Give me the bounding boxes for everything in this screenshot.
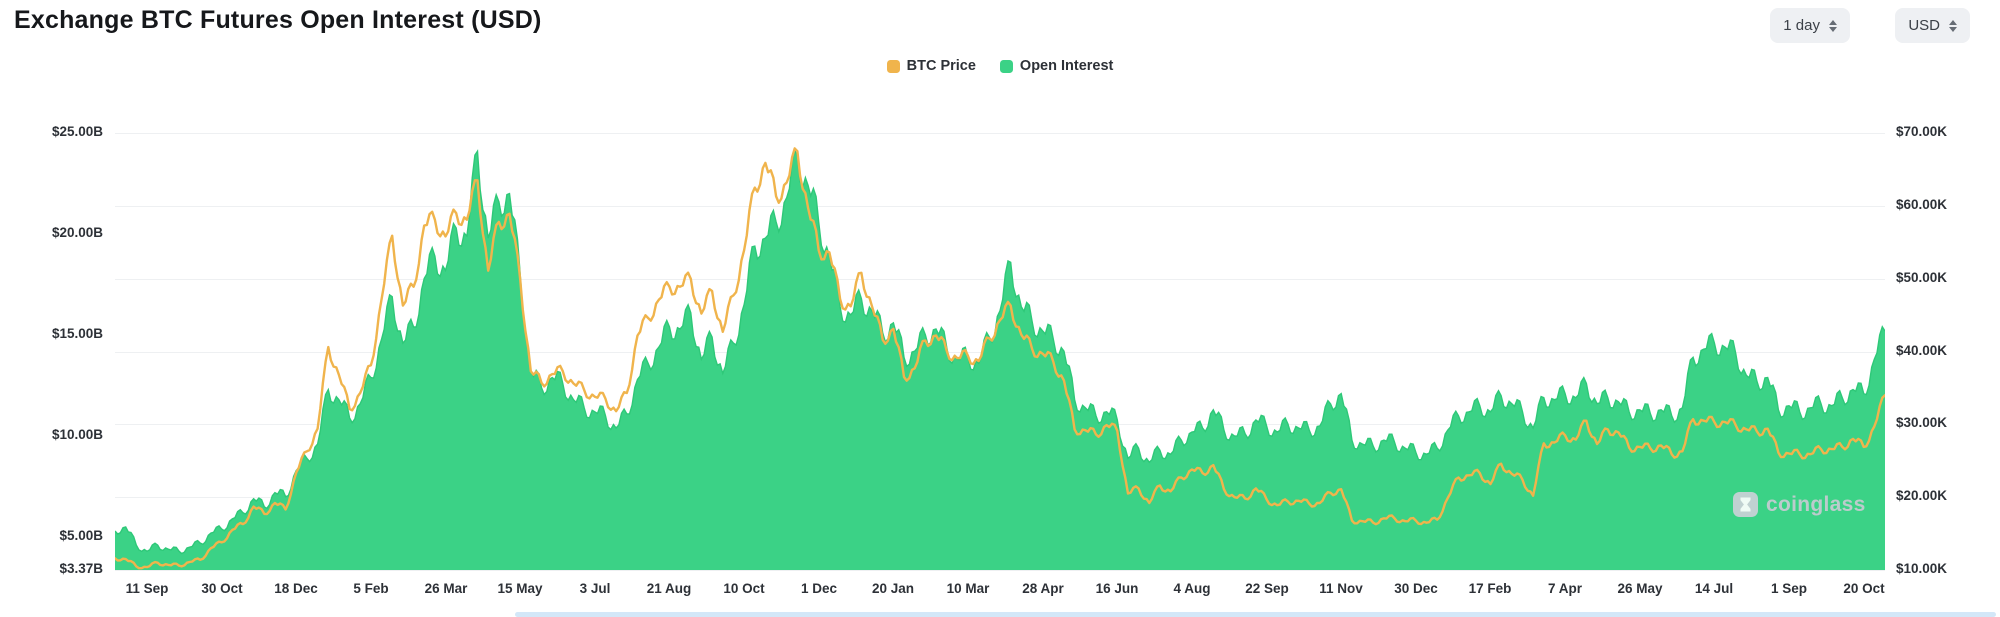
gridline <box>115 570 1885 571</box>
x-axis-tick-label: 3 Jul <box>579 581 611 596</box>
gridline <box>115 206 1885 207</box>
x-axis-tick-label: 5 Feb <box>353 581 389 596</box>
x-axis-tick-label: 17 Feb <box>1468 581 1512 596</box>
gridline <box>115 133 1885 134</box>
interval-dropdown-label: 1 day <box>1783 17 1820 34</box>
right-axis-tick-label: $30.00K <box>1896 415 1948 430</box>
currency-dropdown-label: USD <box>1908 17 1940 34</box>
open-interest-area <box>115 149 1885 570</box>
coinglass-logo-icon <box>1733 492 1758 517</box>
x-axis-tick-label: 7 Apr <box>1547 581 1583 596</box>
timeline-scrollbar[interactable] <box>515 612 1996 617</box>
x-axis-tick-label: 22 Sep <box>1245 581 1289 596</box>
page-title: Exchange BTC Futures Open Interest (USD) <box>14 6 542 34</box>
right-axis-tick-label: $10.00K <box>1896 561 1948 576</box>
left-axis-tick-label: $10.00B <box>51 427 103 442</box>
left-axis-tick-label: $3.37B <box>59 561 103 576</box>
x-axis-tick-label: 21 Aug <box>646 581 692 596</box>
x-axis-tick-label: 10 Mar <box>946 581 990 596</box>
x-axis-tick-label: 28 Apr <box>1022 581 1064 596</box>
chart-plot-area[interactable] <box>113 100 1887 575</box>
x-axis-tick-label: 1 Dec <box>800 581 838 596</box>
x-axis-tick-label: 11 Sep <box>125 581 169 596</box>
x-axis-tick-label: 18 Dec <box>274 581 318 596</box>
legend-label-btc-price: BTC Price <box>906 58 976 74</box>
x-axis-tick-label: 20 Oct <box>1843 581 1885 596</box>
updown-arrows-icon <box>1829 19 1837 32</box>
watermark-text: coinglass <box>1766 492 1866 516</box>
x-axis-tick-label: 4 Aug <box>1173 581 1211 596</box>
x-axis-tick-label: 11 Nov <box>1319 581 1363 596</box>
x-axis-tick-label: 14 Jul <box>1694 581 1734 596</box>
left-axis-tick-label: $25.00B <box>51 124 103 139</box>
legend-label-open-interest: Open Interest <box>1019 58 1114 74</box>
x-axis-tick-label: 20 Jan <box>871 581 915 596</box>
btc-price-swatch-icon <box>886 59 900 73</box>
legend-item-btc-price[interactable]: BTC Price <box>886 58 976 74</box>
x-axis-tick-label: 30 Oct <box>201 581 243 596</box>
right-axis-tick-label: $20.00K <box>1896 488 1948 503</box>
x-axis-tick-label: 10 Oct <box>723 581 765 596</box>
legend-item-open-interest[interactable]: Open Interest <box>999 58 1114 74</box>
watermark: coinglass <box>1733 492 1866 517</box>
x-axis-tick-label: 16 Jun <box>1095 581 1139 596</box>
left-axis-tick-label: $15.00B <box>51 326 103 341</box>
btc-price-line <box>113 147 1887 570</box>
right-axis-tick-label: $50.00K <box>1896 270 1948 285</box>
left-axis-tick-label: $5.00B <box>59 528 103 543</box>
plot-svg <box>113 147 1887 570</box>
right-axis-tick-label: $40.00K <box>1896 343 1948 358</box>
right-axis-tick-label: $60.00K <box>1896 197 1948 212</box>
right-axis-tick-label: $70.00K <box>1896 124 1948 139</box>
interval-dropdown[interactable]: 1 day <box>1770 8 1850 43</box>
open-interest-swatch-icon <box>999 59 1013 73</box>
x-axis-tick-label: 1 Sep <box>1770 581 1808 596</box>
gridline <box>115 279 1885 280</box>
x-axis-tick-label: 15 May <box>497 581 543 596</box>
updown-arrows-icon <box>1949 19 1957 32</box>
chart-legend: BTC Price Open Interest <box>0 58 2000 74</box>
currency-dropdown[interactable]: USD <box>1895 8 1970 43</box>
x-axis-tick-label: 26 Mar <box>424 581 468 596</box>
left-axis-tick-label: $20.00B <box>51 225 103 240</box>
x-axis-tick-label: 30 Dec <box>1394 581 1438 596</box>
open-interest-edge-line <box>114 147 1886 555</box>
x-axis-tick-label: 26 May <box>1617 581 1663 596</box>
